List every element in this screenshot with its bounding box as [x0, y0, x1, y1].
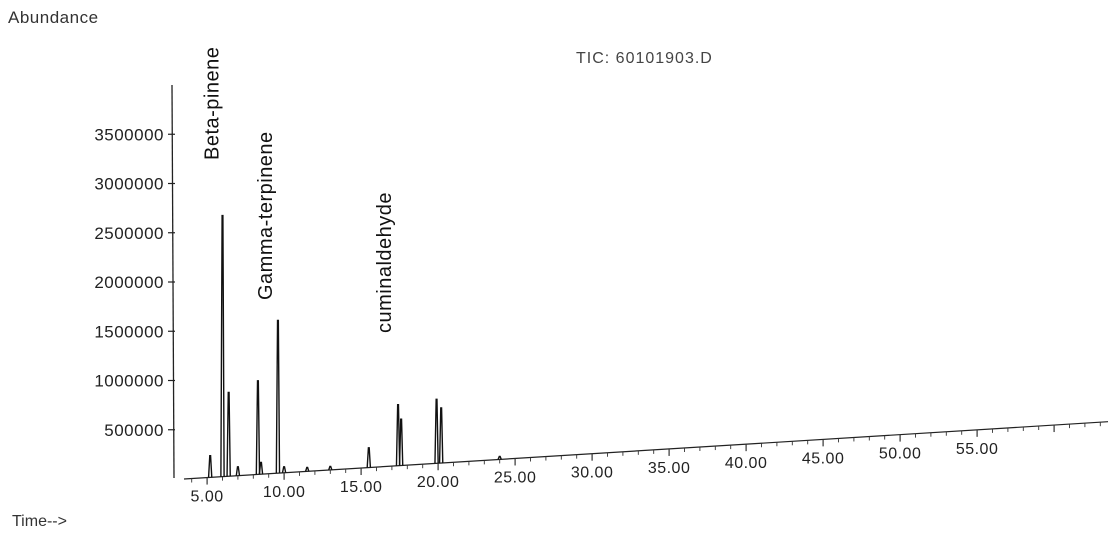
data-peak [398, 418, 404, 466]
data-peak [207, 455, 213, 478]
data-peak [438, 407, 444, 464]
y-tick-label: 500000 [104, 421, 164, 440]
data-peak [255, 380, 261, 475]
x-tick-label: 40.00 [725, 455, 768, 472]
x-tick-label: 55.00 [956, 441, 999, 458]
y-tick-label: 1500000 [94, 322, 164, 341]
x-tick-label: 5.00 [191, 489, 224, 506]
y-tick-label: 1000000 [94, 372, 164, 391]
x-tick-label: 20.00 [417, 474, 460, 491]
data-peak [304, 466, 310, 472]
data-peak [497, 455, 502, 460]
data-peak [226, 391, 231, 477]
data-peak [434, 398, 439, 464]
x-tick-label: 25.00 [494, 469, 537, 486]
data-peak [366, 447, 372, 468]
x-tick-label: 45.00 [802, 450, 845, 467]
data-peak [220, 214, 225, 477]
y-axis-title: Abundance [8, 8, 99, 27]
x-tick-label: 10.00 [263, 484, 306, 501]
peak-annotation: Gamma-terpinene [255, 131, 277, 300]
peak-annotation: cuminaldehyde [374, 192, 396, 333]
x-tick-label: 50.00 [879, 446, 922, 463]
x-tick-label: 35.00 [648, 460, 691, 477]
data-peak [275, 319, 281, 474]
x-axis-line [183, 421, 1109, 480]
y-tick-label: 2500000 [94, 224, 164, 243]
data-peak [395, 403, 401, 466]
data-peak [235, 466, 241, 476]
y-tick-label: 2000000 [94, 273, 164, 292]
data-peak [258, 461, 264, 475]
data-peak [281, 466, 287, 473]
chart-title: TIC: 60101903.D [576, 50, 713, 67]
peak-annotation: Beta-pinene [202, 47, 224, 160]
x-tick-label: 15.00 [340, 479, 383, 496]
x-tick-label: 30.00 [571, 465, 614, 482]
y-tick-label: 3500000 [94, 125, 164, 144]
x-axis-title: Time--> [12, 513, 67, 530]
y-tick-label: 3000000 [94, 175, 164, 194]
data-peak [328, 465, 333, 471]
